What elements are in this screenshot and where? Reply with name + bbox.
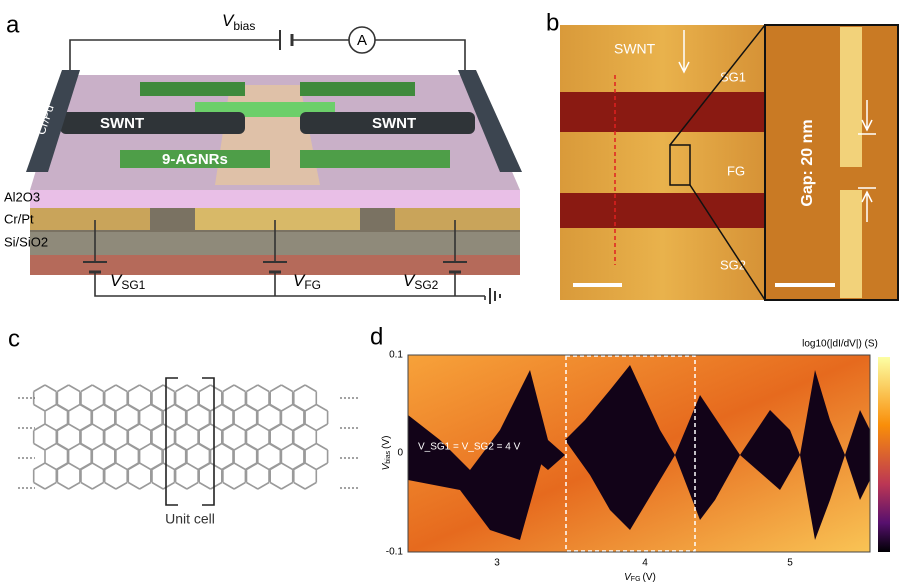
subscript: SG1 bbox=[121, 278, 145, 292]
substrate bbox=[30, 255, 520, 275]
gate-voltage: VSG2 bbox=[403, 271, 439, 292]
symbol: V bbox=[381, 462, 392, 470]
colorbar-label: log10(|dI/dV|) (S) bbox=[802, 339, 878, 350]
subscript: FG bbox=[631, 576, 641, 583]
coulomb-diamonds bbox=[408, 365, 870, 540]
gate-voltage: VFG bbox=[293, 271, 321, 292]
gap-stripe bbox=[560, 193, 765, 228]
subscript: SG2 bbox=[414, 278, 438, 292]
zoom-line bbox=[669, 24, 766, 146]
x-tick: 3 bbox=[494, 558, 500, 569]
ammeter bbox=[348, 26, 376, 54]
symbol: V bbox=[403, 271, 416, 290]
symbol: V bbox=[222, 11, 235, 30]
unit: (V) bbox=[381, 436, 392, 449]
layer-label: Cr/Pt bbox=[4, 211, 34, 226]
subscript: FG bbox=[304, 278, 321, 292]
gap-stripe bbox=[560, 92, 765, 132]
plot-frame bbox=[407, 354, 871, 553]
gate bbox=[395, 208, 520, 230]
panel-a: a A Vbias SWNT SWNT 9-AGNRs Cr/Pd Al2 bbox=[4, 11, 522, 304]
unit-cell-label: Unit cell bbox=[165, 511, 215, 527]
subscript: bias bbox=[233, 19, 255, 33]
annotation: V_SG1 = V_SG2 = 4 V bbox=[418, 442, 521, 453]
ribbon bbox=[140, 82, 245, 96]
ribbon bbox=[300, 82, 415, 96]
x-tick: 4 bbox=[642, 558, 648, 569]
al2o3 bbox=[30, 190, 520, 208]
layer-label: Al2O3 bbox=[4, 189, 40, 204]
panel-label: b bbox=[546, 9, 559, 36]
swnt-label: SWNT bbox=[614, 41, 656, 57]
gate-label: FG bbox=[727, 163, 745, 178]
zoom-box bbox=[669, 144, 691, 186]
nanotube bbox=[300, 112, 475, 134]
swnt-label: SWNT bbox=[100, 115, 144, 132]
gate-voltage: VSG1 bbox=[110, 271, 146, 292]
y-tick: 0 bbox=[397, 448, 403, 459]
subscript: bias bbox=[385, 450, 392, 463]
electrode bbox=[26, 70, 80, 172]
panel-label: a bbox=[6, 11, 20, 38]
panel-d: d V_SG1 = V_SG2 = 4 V log10(|dI/dV|) (S)… bbox=[370, 323, 890, 583]
tube-image bbox=[840, 27, 862, 167]
x-tick: 5 bbox=[787, 558, 793, 569]
batteries bbox=[83, 261, 501, 304]
ribbon bbox=[300, 150, 450, 168]
tube-image bbox=[840, 190, 862, 298]
symbol: V bbox=[110, 271, 123, 290]
gap-label: Gap: 20 nm bbox=[799, 119, 816, 206]
panel-c: c Unit cell bbox=[8, 325, 360, 527]
symbol: V bbox=[624, 572, 632, 583]
highlight-box bbox=[565, 355, 696, 552]
wire bbox=[94, 220, 486, 300]
gate bbox=[30, 208, 150, 230]
electrode bbox=[458, 70, 522, 172]
gate bbox=[195, 208, 360, 230]
unit: (V) bbox=[643, 572, 656, 583]
layer-label: Si/SiO2 bbox=[4, 234, 48, 249]
wire bbox=[69, 39, 466, 72]
afm-image bbox=[560, 25, 765, 300]
hexagon-lattice bbox=[32, 384, 329, 490]
nanotube bbox=[60, 112, 245, 134]
y-tick: 0.1 bbox=[389, 350, 403, 361]
y-tick: -0.1 bbox=[386, 547, 404, 558]
symbol: V bbox=[293, 271, 306, 290]
swnt-label: SWNT bbox=[372, 115, 416, 132]
ribbon bbox=[120, 150, 270, 168]
unit-cell-bracket bbox=[165, 377, 215, 506]
panel-label: c bbox=[8, 325, 20, 352]
zoom-line bbox=[689, 184, 766, 301]
ribbon-label: 9-AGNRs bbox=[162, 151, 228, 168]
gap-arrows bbox=[858, 100, 876, 222]
arrow bbox=[678, 30, 690, 74]
x-axis-label: VFG (V) bbox=[624, 572, 656, 583]
panel-label: d bbox=[370, 323, 383, 350]
ammeter-label: A bbox=[357, 32, 367, 49]
panel-b: b SWNT SG1 FG SG2 Gap: 20 nm bbox=[546, 9, 899, 301]
colorbar bbox=[878, 357, 890, 552]
bias-label: Vbias bbox=[222, 11, 255, 33]
zoom-image bbox=[764, 24, 899, 301]
y-axis-label: Vbias(V) bbox=[381, 436, 392, 471]
